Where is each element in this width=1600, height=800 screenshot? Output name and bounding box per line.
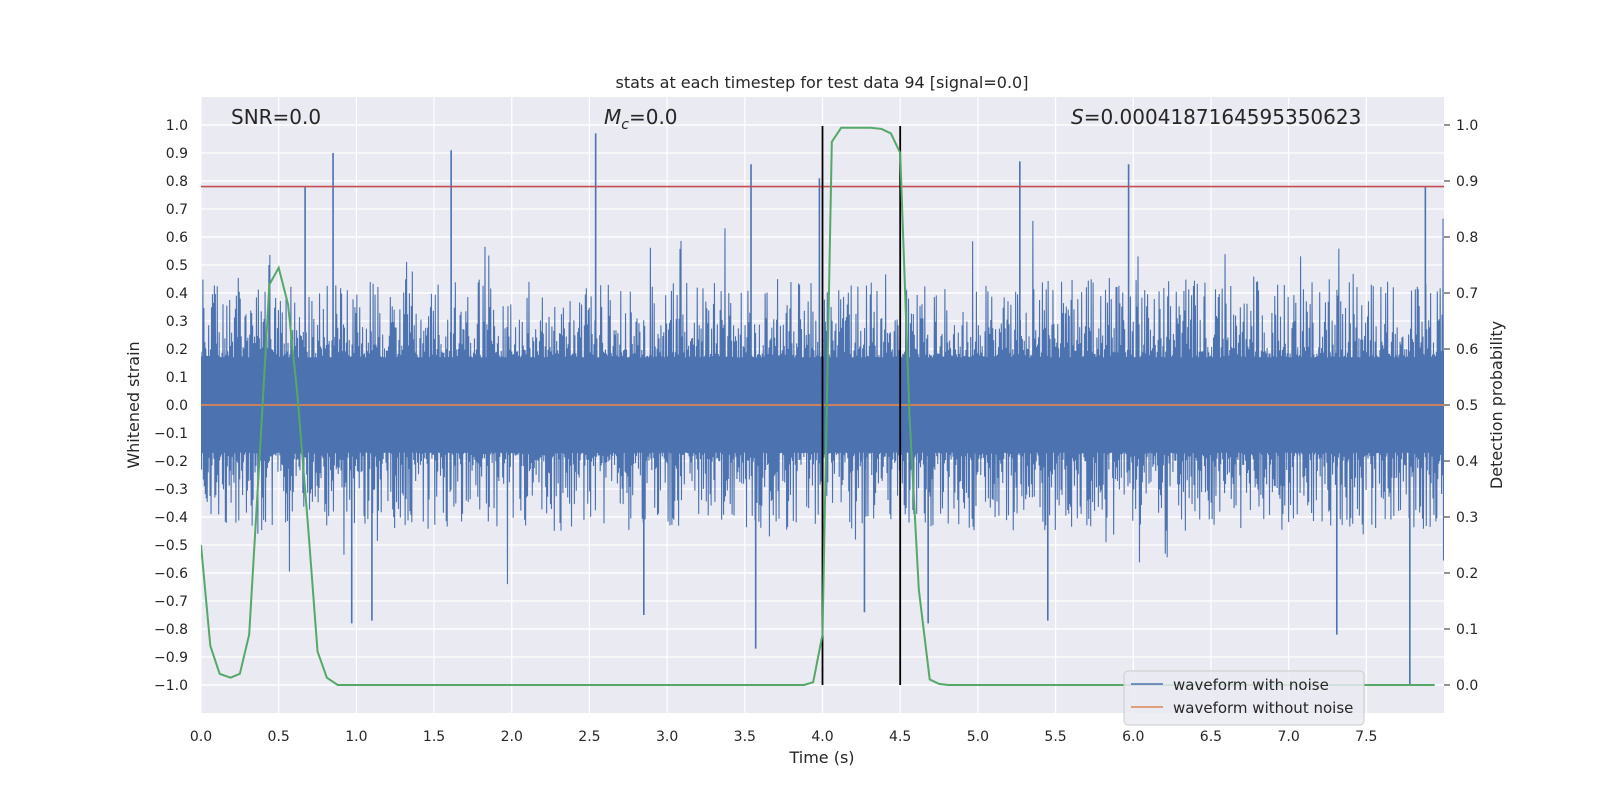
y-right-tick-label: 0.2	[1456, 566, 1478, 582]
y-axis-left: 1.0 0.9 0.8 0.7 0.6 0.5 0.4 0.3 0.2 0.1 0.0 −0.1 −0.…	[154, 118, 188, 694]
y-left-tick-label: −0.7	[154, 594, 188, 610]
y-left-tick-label: −0.3	[154, 482, 188, 498]
probability-curve	[201, 126, 1435, 686]
y-axis-label-right: Detection probability	[1487, 321, 1506, 489]
chirp-mass-annotation: Mc=0.0	[604, 105, 678, 133]
chirp-mass-symbol: M	[604, 105, 621, 129]
x-tick-label: 7.5	[1355, 729, 1377, 745]
y-right-tick-label: 0.1	[1456, 622, 1478, 638]
x-tick-label: 1.5	[423, 729, 445, 745]
y-left-tick-label: −0.1	[154, 426, 188, 442]
x-tick-label: 4.5	[889, 729, 911, 745]
x-tick-label: 5.5	[1044, 729, 1066, 745]
y-left-tick-label: 0.7	[166, 202, 188, 218]
y-right-tick-label: 0.8	[1456, 230, 1478, 246]
chirp-mass-subscript: c	[621, 117, 629, 133]
y-left-tick-label: 0.3	[166, 314, 188, 330]
y-right-tick-label: 0.4	[1456, 454, 1478, 470]
legend-label-clean: waveform without noise	[1173, 699, 1353, 717]
y-left-tick-label: 0.5	[166, 258, 188, 274]
x-axis: 0.0 0.5 1.0 1.5 2.0 2.5 3.0 3.5 4.0 4.5 5.0 5.5 6.0 6…	[190, 729, 1378, 745]
chart-title: stats at each timestep for test data 94 …	[616, 73, 1029, 92]
y-left-tick-label: 0.8	[166, 174, 188, 190]
line-series	[201, 126, 1444, 686]
y-left-tick-label: 1.0	[166, 118, 188, 134]
noise-series	[201, 133, 1444, 685]
score-annotation: S=0.0004187164595350623	[1071, 105, 1361, 129]
x-axis-label: Time (s)	[788, 748, 854, 767]
y-left-tick-label: −0.8	[154, 622, 188, 638]
x-tick-label: 0.0	[190, 729, 212, 745]
y-left-tick-label: −1.0	[154, 678, 188, 694]
score-symbol: S	[1071, 105, 1084, 129]
legend: waveform with noise waveform without noi…	[1123, 670, 1365, 726]
chirp-mass-value: =0.0	[629, 105, 678, 129]
y-axis-label-left: Whitened strain	[124, 341, 143, 468]
y-right-tick-label: 1.0	[1456, 118, 1478, 134]
legend-box	[1123, 670, 1365, 726]
x-tick-label: 4.0	[811, 729, 833, 745]
y-left-tick-label: −0.9	[154, 650, 188, 666]
y-left-tick-label: −0.6	[154, 566, 188, 582]
y-right-tick-label: 0.7	[1456, 286, 1478, 302]
x-tick-label: 2.0	[501, 729, 523, 745]
x-tick-label: 1.0	[345, 729, 367, 745]
legend-label-noise: waveform with noise	[1173, 676, 1329, 694]
x-tick-label: 6.0	[1122, 729, 1144, 745]
x-tick-label: 3.0	[656, 729, 678, 745]
y-left-tick-label: 0.4	[166, 286, 188, 302]
y-left-tick-label: −0.2	[154, 454, 188, 470]
y-left-tick-label: −0.4	[154, 510, 188, 526]
y-left-tick-label: 0.6	[166, 230, 188, 246]
y-left-tick-label: 0.2	[166, 342, 188, 358]
x-tick-label: 0.5	[268, 729, 290, 745]
x-tick-label: 3.5	[734, 729, 756, 745]
x-tick-label: 5.0	[967, 729, 989, 745]
score-value: =0.0004187164595350623	[1084, 105, 1362, 129]
snr-annotation: SNR=0.0	[231, 105, 321, 129]
y-left-tick-label: 0.0	[166, 398, 188, 414]
x-tick-label: 2.5	[578, 729, 600, 745]
y-left-tick-label: 0.9	[166, 146, 188, 162]
x-tick-label: 7.0	[1277, 729, 1299, 745]
y-right-tick-label: 0.9	[1456, 174, 1478, 190]
y-left-tick-label: 0.1	[166, 370, 188, 386]
y-right-tick-label: 0.3	[1456, 510, 1478, 526]
y-left-tick-label: −0.5	[154, 538, 188, 554]
x-tick-label: 6.5	[1200, 729, 1222, 745]
y-right-tick-label: 0.5	[1456, 398, 1478, 414]
y-right-tick-label: 0.0	[1456, 678, 1478, 694]
y-axis-right: 1.0 0.9 0.8 0.7 0.6 0.5 0.4 0.3 0.2 0.1 0.0	[1444, 118, 1478, 694]
y-right-tick-label: 0.6	[1456, 342, 1478, 358]
